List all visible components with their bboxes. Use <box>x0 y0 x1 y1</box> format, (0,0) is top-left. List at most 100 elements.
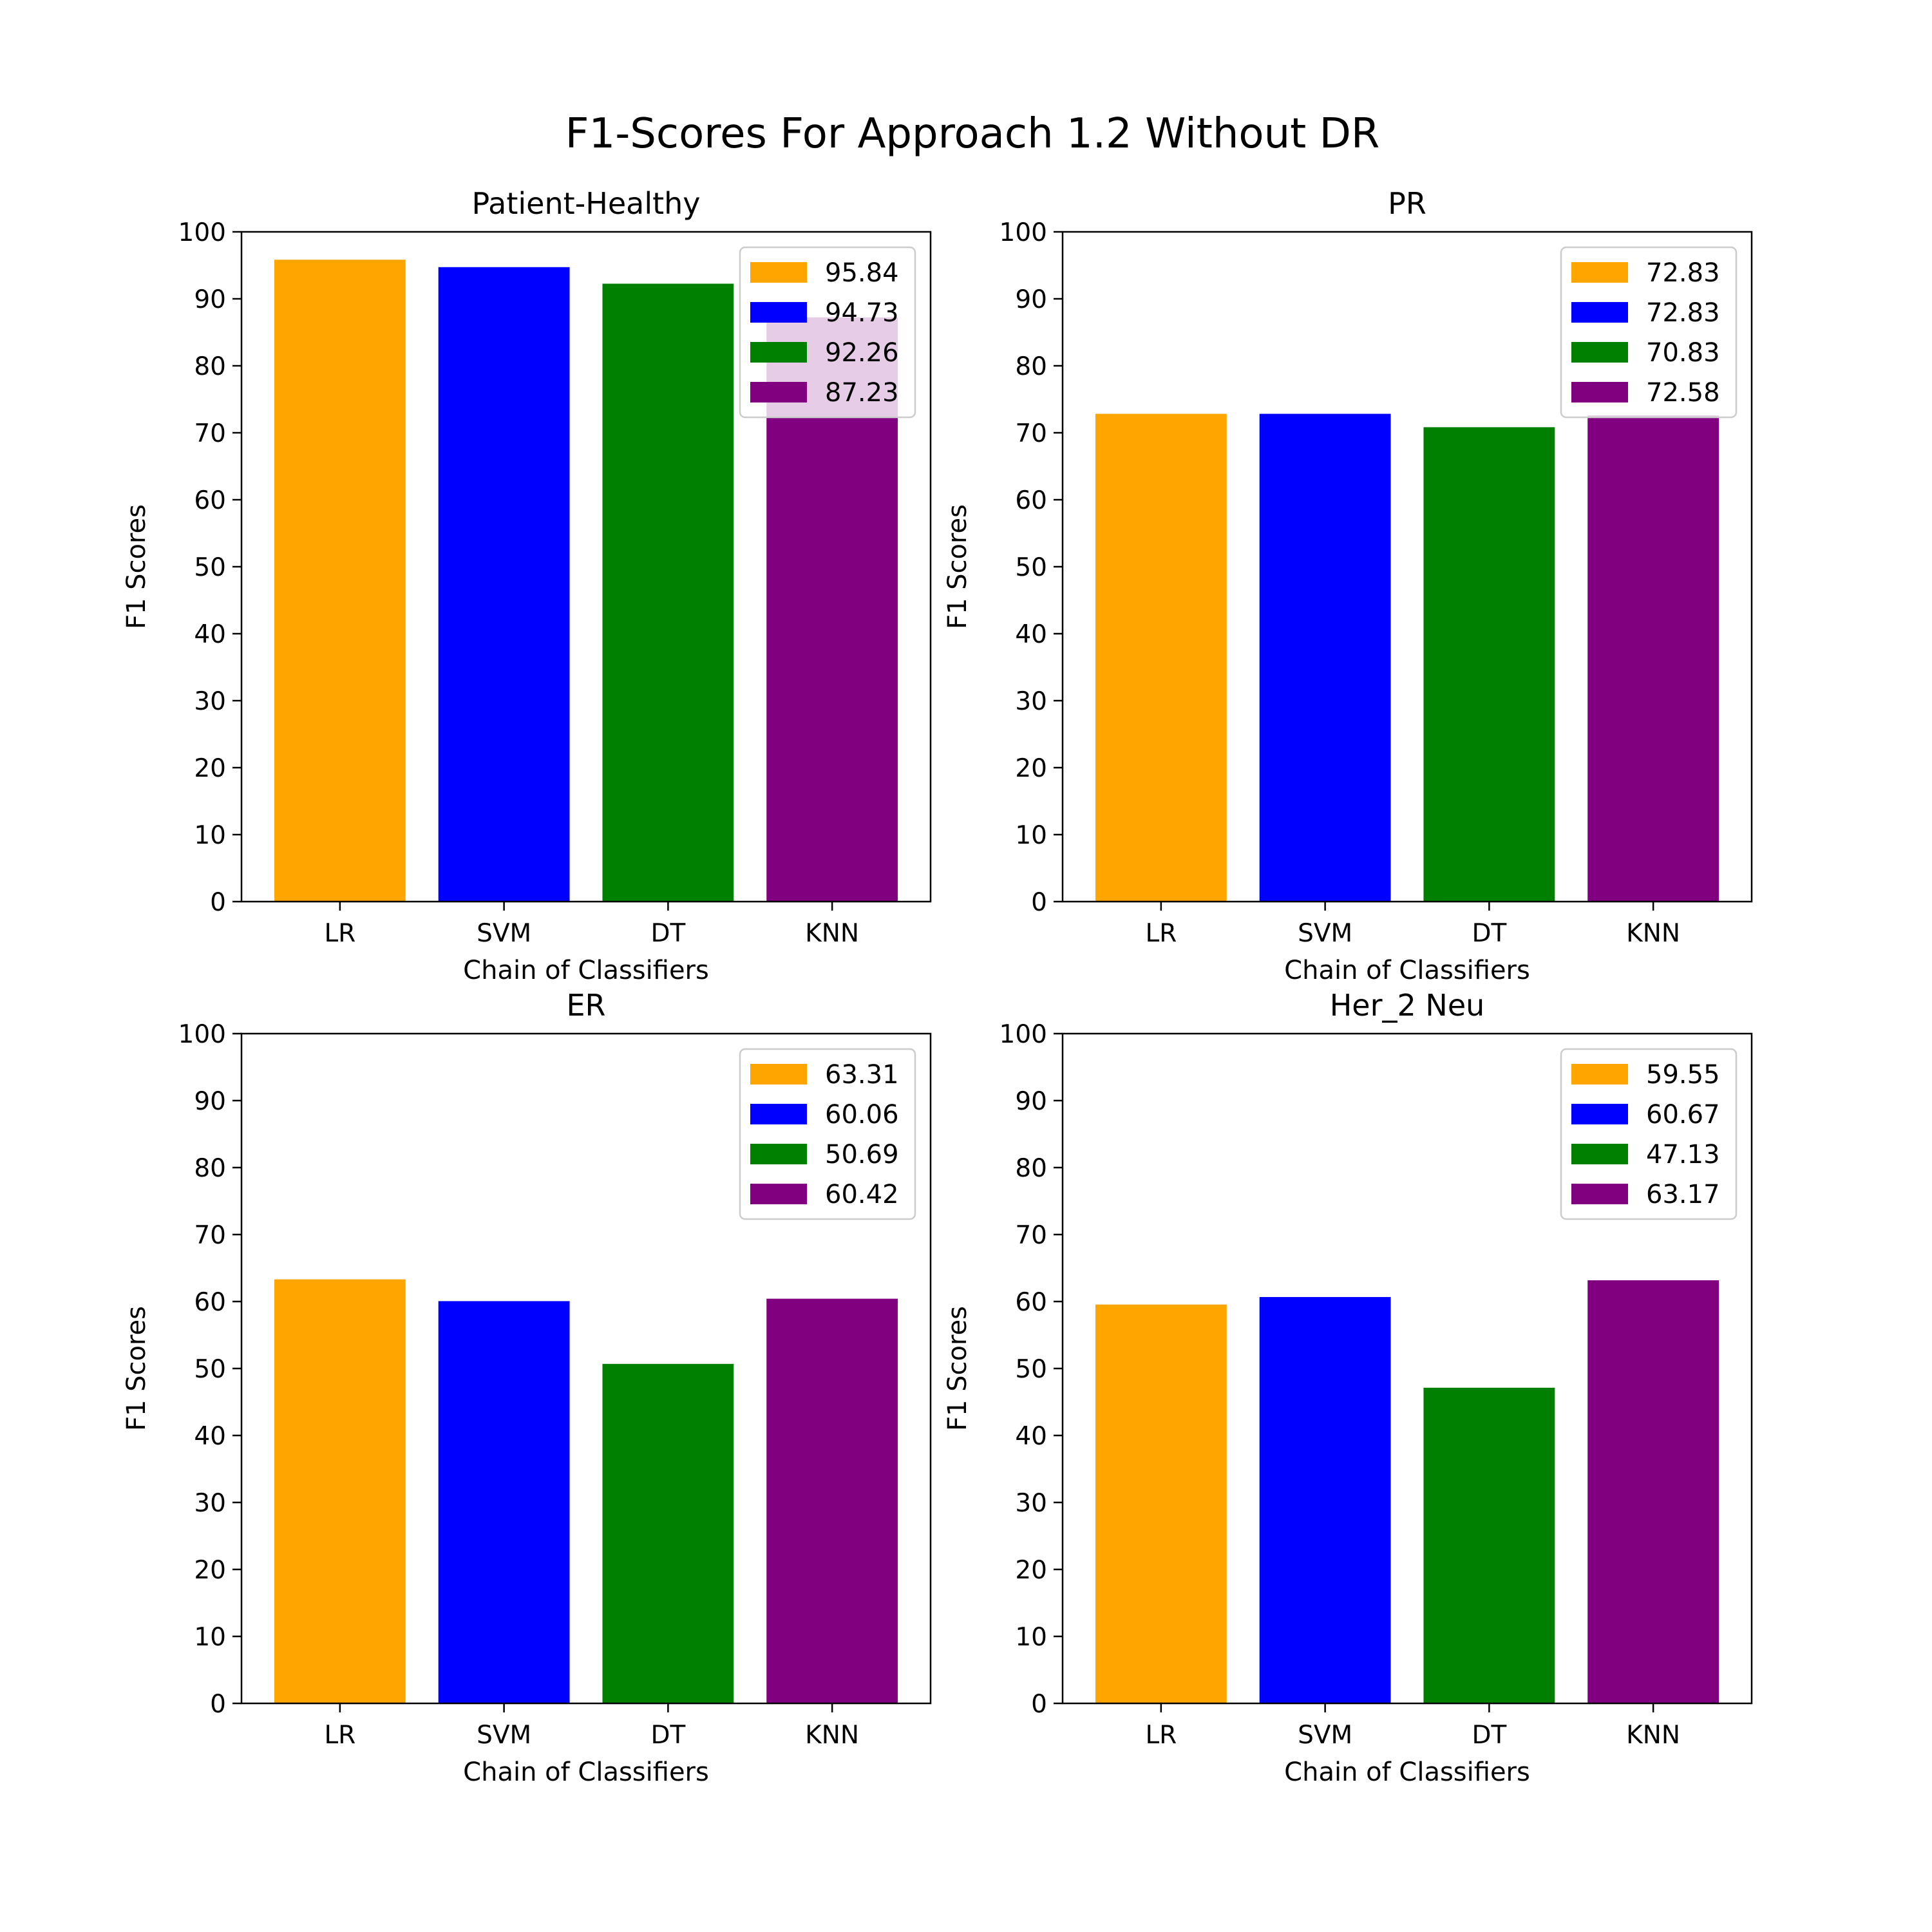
bar <box>1423 427 1555 902</box>
legend-label: 72.83 <box>1646 258 1720 288</box>
y-tick-label: 30 <box>194 1489 226 1518</box>
bar <box>1259 413 1391 902</box>
legend-label: 50.69 <box>825 1140 899 1170</box>
y-tick-label: 60 <box>194 486 226 515</box>
x-axis-label: Chain of Classifiers <box>1284 1757 1530 1787</box>
legend-label: 60.06 <box>825 1100 899 1130</box>
legend: 59.55 60.67 47.13 63.17 <box>1560 1048 1738 1220</box>
bar <box>1095 1304 1227 1703</box>
x-tick-label: LR <box>1145 1721 1177 1750</box>
bar <box>1423 1387 1555 1703</box>
legend-swatch <box>1571 1184 1628 1204</box>
subplot-title: ER <box>566 988 605 1023</box>
y-tick-label: 30 <box>1015 1489 1047 1518</box>
bar <box>766 1298 898 1703</box>
legend-box <box>739 246 916 419</box>
x-tick-label: KNN <box>1626 919 1680 948</box>
legend-swatch <box>1571 1144 1628 1164</box>
y-tick-label: 20 <box>194 754 226 783</box>
legend-label: 72.83 <box>1646 298 1720 328</box>
legend-swatch <box>1571 342 1628 363</box>
y-tick-label: 100 <box>178 1020 226 1049</box>
x-tick-label: SVM <box>1298 919 1352 948</box>
legend: 72.83 72.83 70.83 72.58 <box>1560 246 1738 419</box>
x-tick-label: LR <box>324 919 355 948</box>
y-tick-label: 20 <box>194 1556 226 1585</box>
y-tick-label: 40 <box>1015 1422 1047 1451</box>
x-tick-label: DT <box>1472 1721 1506 1750</box>
x-axis-label: Chain of Classifiers <box>463 956 709 985</box>
y-tick-label: 60 <box>194 1288 226 1317</box>
subplot: 0 10 20 30 40 50 60 70 80 90 100 LR SVM DT KNN ER Chain … <box>122 988 932 1787</box>
subplot: 0 10 20 30 40 50 60 70 80 90 100 LR SVM DT KNN Her_2 Ne… <box>943 988 1753 1787</box>
legend-box <box>1560 246 1738 419</box>
legend: 63.31 60.06 50.69 60.42 <box>739 1048 916 1220</box>
subplot: 0 10 20 30 40 50 60 70 80 90 100 LR SVM DT KNN Patient-… <box>122 186 932 985</box>
legend-swatch <box>1571 1104 1628 1124</box>
y-tick-label: 10 <box>1015 1623 1047 1652</box>
legend-swatch <box>1571 1064 1628 1084</box>
y-tick-label: 10 <box>194 1623 226 1652</box>
subplot-title: PR <box>1388 186 1426 221</box>
y-tick-label: 70 <box>1015 419 1047 448</box>
bar <box>1095 413 1227 902</box>
legend-label: 63.17 <box>1646 1180 1720 1209</box>
y-tick-label: 80 <box>1015 352 1047 381</box>
bar <box>602 1363 734 1703</box>
legend-swatch <box>750 1184 807 1204</box>
legend-label: 47.13 <box>1646 1140 1720 1170</box>
y-tick-label: 50 <box>1015 1355 1047 1384</box>
y-tick-label: 100 <box>178 218 226 247</box>
legend-swatch <box>750 382 807 402</box>
y-tick-label: 90 <box>194 1087 226 1116</box>
legend-label: 92.26 <box>825 338 899 368</box>
y-tick-label: 40 <box>1015 620 1047 649</box>
bar <box>438 1301 570 1703</box>
y-tick-label: 60 <box>1015 486 1047 515</box>
x-tick-label: DT <box>650 919 685 948</box>
x-tick-label: KNN <box>1626 1721 1680 1750</box>
y-axis-label: F1 Scores <box>943 504 972 629</box>
y-axis-label: F1 Scores <box>122 504 151 629</box>
y-tick-label: 0 <box>210 888 226 917</box>
x-tick-label: LR <box>1145 919 1177 948</box>
bar <box>602 283 734 902</box>
legend-swatch <box>750 1064 807 1084</box>
legend: 95.84 94.73 92.26 87.23 <box>739 246 916 419</box>
y-tick-label: 70 <box>1015 1221 1047 1250</box>
y-tick-label: 20 <box>1015 754 1047 783</box>
subplot-title: Patient-Healthy <box>471 186 700 221</box>
y-axis-label: F1 Scores <box>943 1306 972 1431</box>
y-tick-label: 50 <box>194 553 226 582</box>
y-tick-label: 90 <box>1015 285 1047 314</box>
y-tick-label: 80 <box>1015 1154 1047 1183</box>
legend-label: 70.83 <box>1646 338 1720 368</box>
y-tick-label: 20 <box>1015 1556 1047 1585</box>
legend-box <box>739 1048 916 1220</box>
legend-swatch <box>1571 262 1628 283</box>
x-tick-label: DT <box>650 1721 685 1750</box>
legend-label: 87.23 <box>825 378 899 408</box>
legend-swatch <box>750 1144 807 1164</box>
bar <box>1259 1297 1391 1703</box>
legend-swatch <box>750 342 807 363</box>
legend-label: 94.73 <box>825 298 899 328</box>
bar <box>274 260 406 902</box>
legend-swatch <box>750 302 807 323</box>
y-tick-label: 50 <box>194 1355 226 1384</box>
y-tick-label: 10 <box>1015 821 1047 850</box>
y-tick-label: 70 <box>194 419 226 448</box>
y-tick-label: 30 <box>194 687 226 716</box>
x-tick-label: KNN <box>805 919 859 948</box>
legend-label: 95.84 <box>825 258 899 288</box>
legend-swatch <box>1571 302 1628 323</box>
y-tick-label: 80 <box>194 1154 226 1183</box>
y-tick-label: 30 <box>1015 687 1047 716</box>
bar <box>1587 1280 1719 1703</box>
legend-label: 60.42 <box>825 1180 899 1209</box>
y-tick-label: 0 <box>1031 1690 1047 1719</box>
legend-label: 72.58 <box>1646 378 1720 408</box>
y-tick-label: 10 <box>194 821 226 850</box>
